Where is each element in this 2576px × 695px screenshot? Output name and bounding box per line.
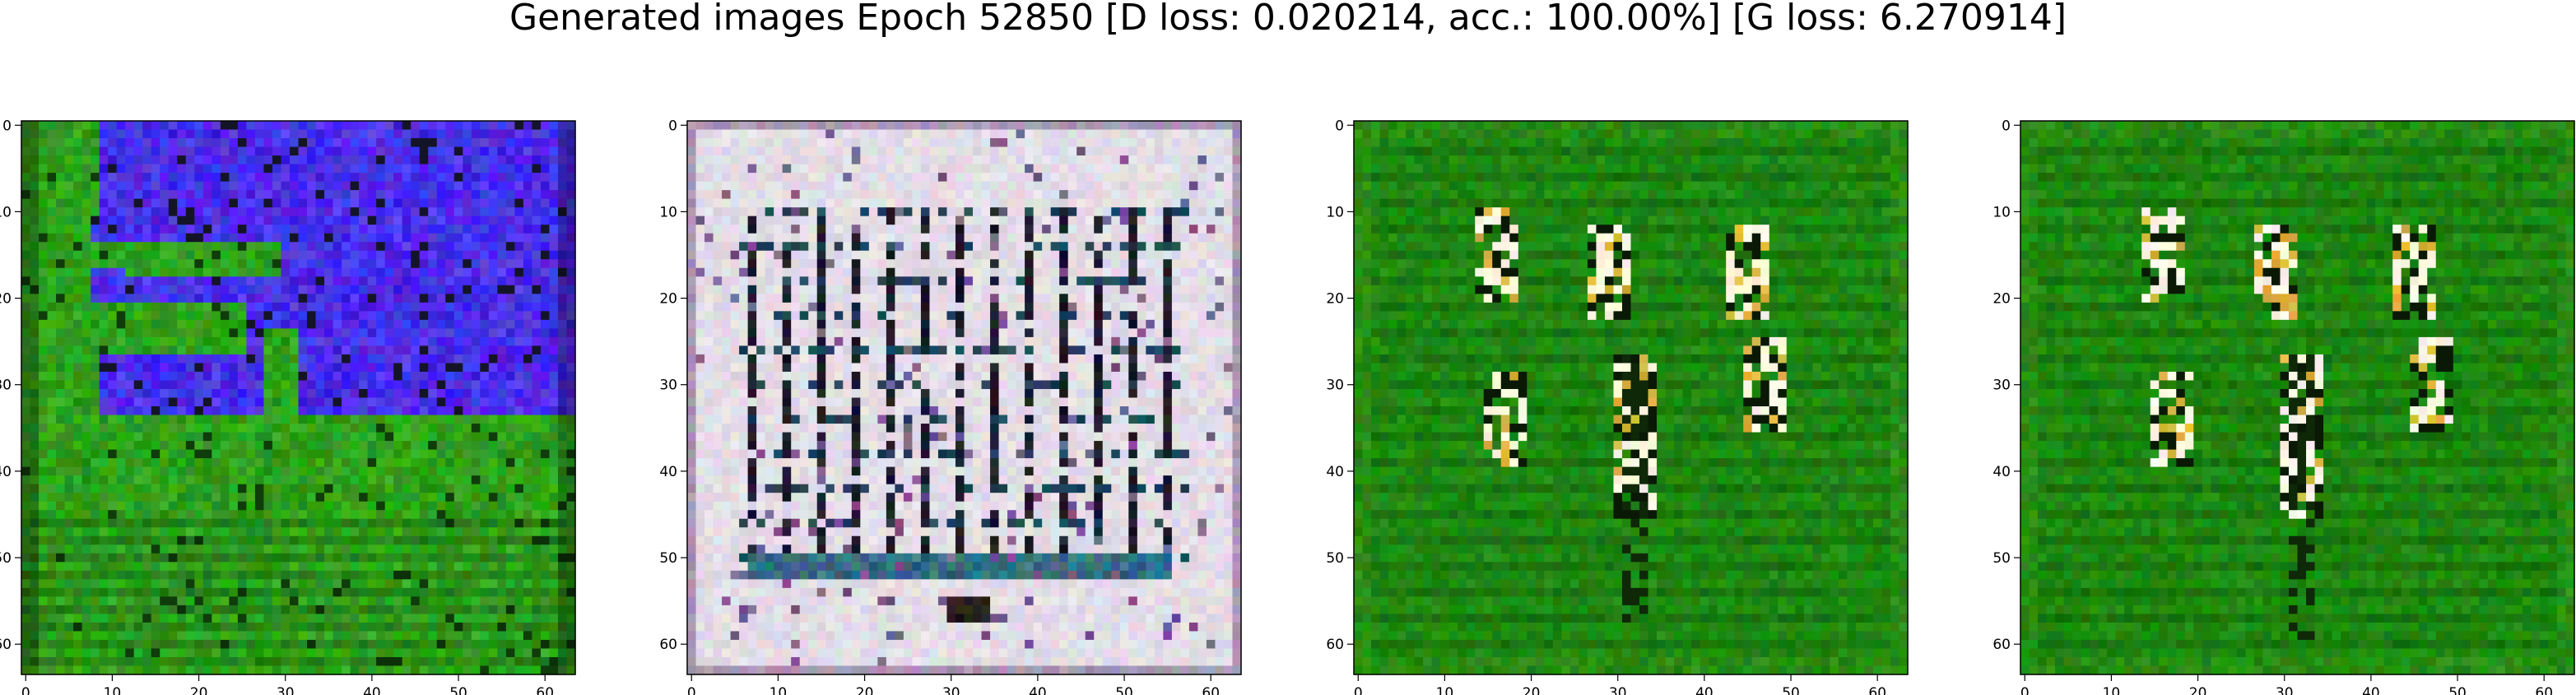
x-tick-label: 0 [687,685,696,695]
y-tick-label: 50 [1992,550,2011,567]
x-tick-label: 40 [1029,685,1047,695]
y-tick-label: 20 [0,291,12,308]
generated-image [2020,121,2575,675]
x-tick-label: 20 [1523,685,1541,695]
y-tick-label: 30 [1992,378,2011,394]
y-tick-label: 50 [1326,550,1344,567]
x-tick-label: 30 [2276,685,2294,695]
panel-3: 0 10 20 30 40 50 60 0 10 20 30 40 50 60 [1326,118,1908,695]
generated-image [687,121,1242,675]
panel-4: 0 10 20 30 40 50 60 0 10 20 30 40 50 60 [1992,118,2574,695]
y-tick-label: 50 [659,550,677,567]
x-tick-label: 30 [1609,685,1627,695]
y-tick-label: 0 [1335,118,1344,134]
y-tick-label: 60 [0,637,12,653]
y-tick-label: 20 [1992,291,2011,308]
y-tick-label: 50 [0,550,12,567]
y-tick-label: 30 [659,378,677,394]
x-tick-label: 0 [1354,685,1363,695]
y-tick-label: 40 [1326,464,1344,480]
y-tick-label: 40 [659,464,677,480]
y-tick-label: 60 [1992,637,2011,653]
x-tick-label: 40 [363,685,381,695]
x-tick-label: 10 [770,685,788,695]
x-tick-label: 60 [536,685,554,695]
y-tick-label: 20 [659,291,677,308]
x-tick-label: 20 [856,685,874,695]
x-tick-label: 20 [2189,685,2207,695]
x-tick-label: 20 [190,685,208,695]
y-tick-label: 20 [1326,291,1344,308]
x-tick-label: 40 [2362,685,2380,695]
x-tick-label: 60 [2535,685,2553,695]
generated-image [1354,121,1909,675]
y-tick-label: 10 [659,204,677,220]
x-tick-label: 50 [1782,685,1800,695]
x-tick-label: 60 [1868,685,1886,695]
y-tick-label: 40 [1992,464,2011,480]
y-tick-label: 30 [1326,378,1344,394]
x-tick-label: 50 [449,685,467,695]
y-tick-label: 40 [0,464,12,480]
x-tick-label: 10 [104,685,122,695]
generated-image [21,121,576,675]
x-tick-label: 30 [277,685,295,695]
panel-2: 0 10 20 30 40 50 60 0 10 20 30 40 50 60 [659,118,1241,695]
x-tick-label: 40 [1695,685,1713,695]
x-tick-label: 50 [1115,685,1133,695]
x-tick-label: 10 [1436,685,1454,695]
x-tick-label: 10 [2103,685,2121,695]
x-tick-label: 0 [21,685,30,695]
y-tick-label: 10 [1326,204,1344,220]
x-tick-label: 30 [942,685,960,695]
y-tick-label: 10 [1992,204,2011,220]
x-tick-label: 60 [1202,685,1220,695]
y-tick-label: 0 [2002,118,2011,134]
y-tick-label: 10 [0,204,12,220]
y-tick-label: 60 [659,637,677,653]
x-tick-label: 0 [2020,685,2030,695]
x-tick-label: 50 [2448,685,2467,695]
panel-1: 0 10 20 30 40 50 60 0 10 20 30 40 50 60 [0,118,576,695]
y-tick-label: 0 [668,118,677,134]
y-tick-label: 30 [0,378,12,394]
y-tick-label: 60 [1326,637,1344,653]
y-tick-label: 0 [2,118,12,134]
